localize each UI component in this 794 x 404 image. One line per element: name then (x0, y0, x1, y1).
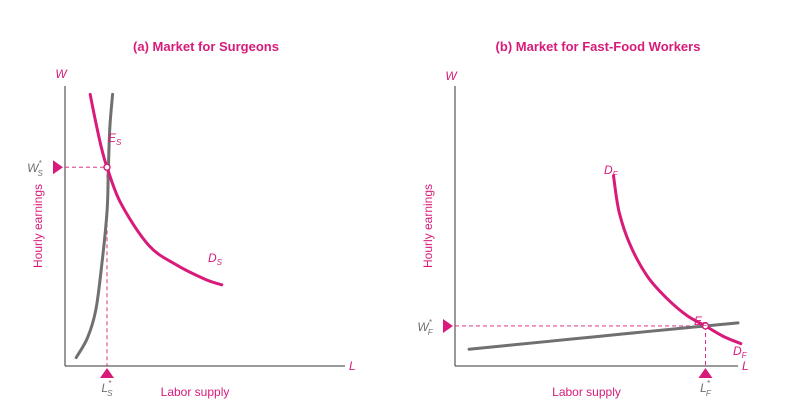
panel-a-wage-marker-icon (53, 160, 63, 175)
panel-a-demand-end-label: DS (208, 251, 223, 267)
panel-b-demand-end-label: DF (733, 344, 748, 360)
panel-b-x-axis-symbol: L (742, 359, 749, 373)
panel-a-y-axis-symbol: W (55, 67, 68, 81)
panel-a-equilibrium-point (103, 163, 111, 171)
panel-b-wage-marker-icon (443, 318, 453, 333)
panel-b-title: (b) Market for Fast-Food Workers (496, 39, 701, 54)
panel-a-title: (a) Market for Surgeons (133, 39, 279, 54)
panel-a-labor-marker-icon (100, 368, 114, 378)
panel-b-demand-start-label: DF (604, 163, 619, 179)
panel-a-equilibrium-label: ES (108, 131, 122, 147)
panel-a-x-axis-label: Labor supply (161, 385, 230, 399)
panel-a-wage-star-label: W* S (27, 159, 43, 178)
panel-b-labor-star-label: L* F (700, 379, 712, 398)
panel-b-y-axis-symbol: W (445, 69, 458, 83)
panel-b-demand-curve (612, 174, 743, 346)
panel-b-x-axis-label: Labor supply (552, 385, 621, 399)
panel-b-equilibrium-point (701, 322, 710, 330)
panel-a-x-axis-symbol: L (349, 359, 356, 373)
panel-a-labor-star-label: L* S (101, 379, 113, 398)
panel-b-y-axis-label: Hourly earnings (421, 184, 435, 268)
panel-a-supply-curve (74, 92, 115, 360)
panel-b-labor-marker-icon (698, 368, 713, 378)
panel-b-wage-star-label: W* F (417, 318, 433, 337)
panel-a-demand-curve (88, 92, 224, 287)
panel-b-equilibrium-label: EF (694, 314, 708, 330)
panel-a-y-axis-label: Hourly earnings (31, 184, 45, 268)
